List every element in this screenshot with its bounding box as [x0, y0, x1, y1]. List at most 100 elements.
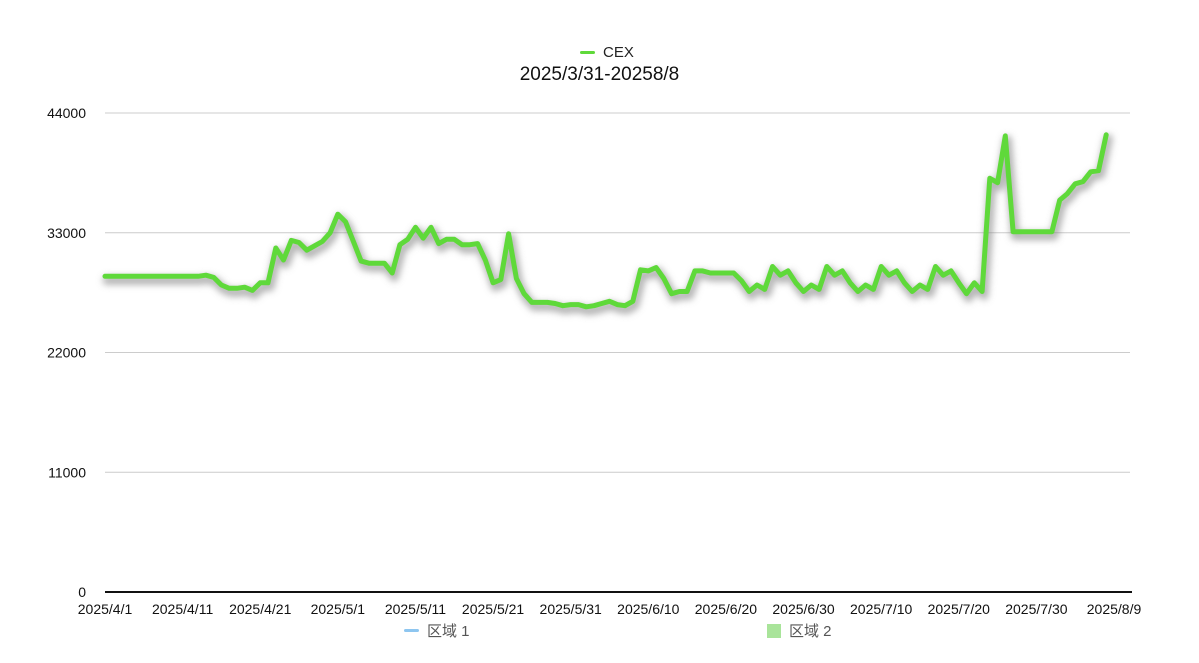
data-point — [949, 269, 953, 273]
data-point — [1074, 182, 1077, 185]
y-tick-label: 11000 — [48, 464, 86, 480]
data-point — [429, 226, 433, 229]
data-point — [468, 243, 471, 246]
data-point — [414, 226, 417, 229]
data-point — [817, 288, 821, 291]
data-point — [631, 300, 634, 303]
data-point — [220, 283, 223, 287]
data-point — [701, 269, 704, 273]
data-point — [111, 275, 115, 278]
data-point — [654, 266, 658, 269]
data-point — [957, 281, 960, 284]
data-point — [569, 303, 572, 306]
data-point — [406, 238, 409, 241]
data-point — [150, 275, 153, 278]
data-point — [266, 281, 270, 284]
series-line-cex — [102, 132, 1109, 310]
data-point — [522, 292, 526, 295]
data-point — [802, 290, 805, 293]
x-tick-label: 2025/5/31 — [540, 601, 602, 617]
data-point — [282, 258, 285, 262]
data-point — [848, 281, 852, 284]
x-tick-label: 2025/6/10 — [617, 601, 679, 617]
data-point — [491, 281, 495, 284]
data-point — [243, 286, 246, 289]
data-point — [926, 288, 929, 291]
y-tick-label: 0 — [78, 584, 86, 600]
data-point — [996, 181, 999, 184]
data-point — [1035, 230, 1038, 233]
data-point — [196, 275, 200, 278]
x-tick-label: 2025/4/1 — [78, 601, 133, 617]
data-point — [367, 262, 371, 265]
data-point — [662, 277, 665, 280]
data-point — [833, 274, 836, 277]
data-point — [685, 290, 689, 293]
data-point — [872, 288, 875, 291]
chart-title: 2025/3/31-20258/8 — [519, 64, 680, 85]
data-point — [352, 240, 355, 243]
data-point — [189, 275, 192, 278]
series — [102, 132, 1113, 316]
data-point — [911, 290, 914, 293]
data-point — [328, 231, 332, 234]
data-point — [103, 275, 107, 278]
data-point — [740, 279, 743, 282]
data-point — [127, 275, 130, 278]
x-tick-label: 2025/5/21 — [462, 601, 524, 617]
data-point — [391, 271, 394, 275]
data-point — [942, 274, 945, 277]
data-point — [841, 269, 844, 273]
data-point — [903, 281, 906, 284]
data-point — [142, 275, 145, 278]
data-point — [600, 302, 603, 305]
data-point — [290, 239, 293, 242]
data-point — [1004, 134, 1007, 138]
data-point — [437, 242, 440, 245]
data-point — [1066, 192, 1069, 195]
y-tick-label: 44000 — [47, 105, 86, 121]
grid — [105, 112, 1132, 593]
data-point — [1081, 180, 1085, 183]
x-tick-label: 2025/5/11 — [385, 601, 446, 617]
legend-cex-swatch — [580, 51, 595, 54]
x-tick-label: 2025/4/11 — [152, 601, 213, 617]
data-point — [779, 274, 782, 277]
data-point — [693, 269, 697, 273]
data-point — [856, 290, 860, 293]
x-tick-label: 2025/6/20 — [695, 601, 757, 617]
data-point — [1105, 133, 1108, 136]
data-point — [1058, 198, 1061, 202]
data-point — [825, 265, 828, 268]
data-point — [530, 301, 534, 304]
data-point — [678, 290, 681, 293]
data-point — [344, 220, 347, 224]
data-point — [546, 301, 549, 304]
data-point — [336, 213, 339, 216]
data-point — [1019, 230, 1023, 233]
data-point — [173, 275, 177, 278]
data-point — [934, 265, 937, 268]
data-point — [763, 288, 766, 291]
data-point — [771, 265, 774, 268]
data-point — [235, 287, 239, 290]
data-point — [647, 269, 650, 273]
data-point — [577, 303, 580, 306]
data-point — [359, 259, 363, 263]
legend-area-1: 区域 1 — [404, 620, 470, 641]
data-point — [1027, 230, 1030, 233]
data-point — [1097, 169, 1100, 172]
data-point — [274, 246, 277, 250]
data-point — [1089, 170, 1092, 173]
data-point — [554, 302, 557, 305]
x-tick-label: 2025/8/9 — [1087, 601, 1142, 617]
data-point — [585, 305, 588, 308]
legend-area-2-label: 区域 2 — [789, 623, 832, 640]
data-point — [895, 269, 898, 273]
data-point — [453, 238, 456, 241]
data-point — [538, 301, 541, 304]
data-point — [724, 271, 728, 275]
data-point — [1011, 230, 1015, 233]
x-tick-label: 2025/5/1 — [311, 601, 366, 617]
